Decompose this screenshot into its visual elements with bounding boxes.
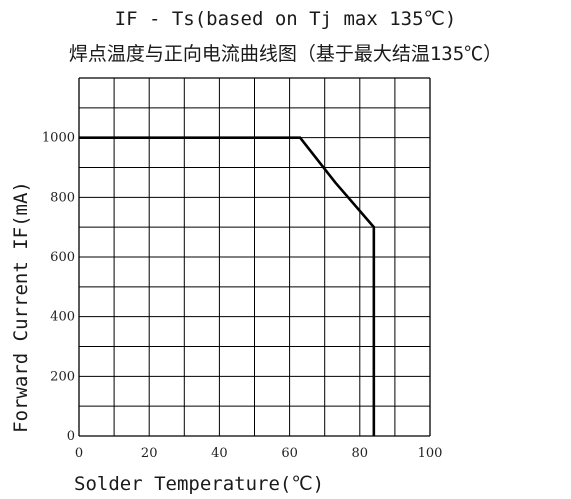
- y-tick-label: 0: [67, 429, 75, 444]
- x-tick-label: 80: [352, 446, 369, 461]
- y-tick-label: 400: [50, 310, 75, 325]
- series-group: [79, 136, 376, 436]
- derating-curve-line: [79, 136, 376, 436]
- x-axis-label: Solder Temperature(℃): [74, 473, 324, 495]
- x-tick-label: 20: [141, 446, 158, 461]
- y-tick-label: 1000: [42, 131, 75, 146]
- chart-title: IF - Ts(based on Tj max 135℃): [114, 8, 457, 30]
- y-tick-label: 800: [50, 190, 75, 205]
- chart-grid: [78, 77, 431, 437]
- y-tick-label: 600: [50, 250, 75, 265]
- y-tick-label: 200: [50, 369, 75, 384]
- chart-subtitle: 焊点温度与正向电流曲线图（基于最大结温135℃）: [68, 43, 503, 65]
- x-tick-label: 100: [418, 446, 443, 461]
- x-tick-label: 0: [75, 446, 83, 461]
- y-axis-label: Forward Current IF(mA): [10, 181, 32, 433]
- x-tick-label: 60: [281, 446, 298, 461]
- x-tick-label: 40: [211, 446, 228, 461]
